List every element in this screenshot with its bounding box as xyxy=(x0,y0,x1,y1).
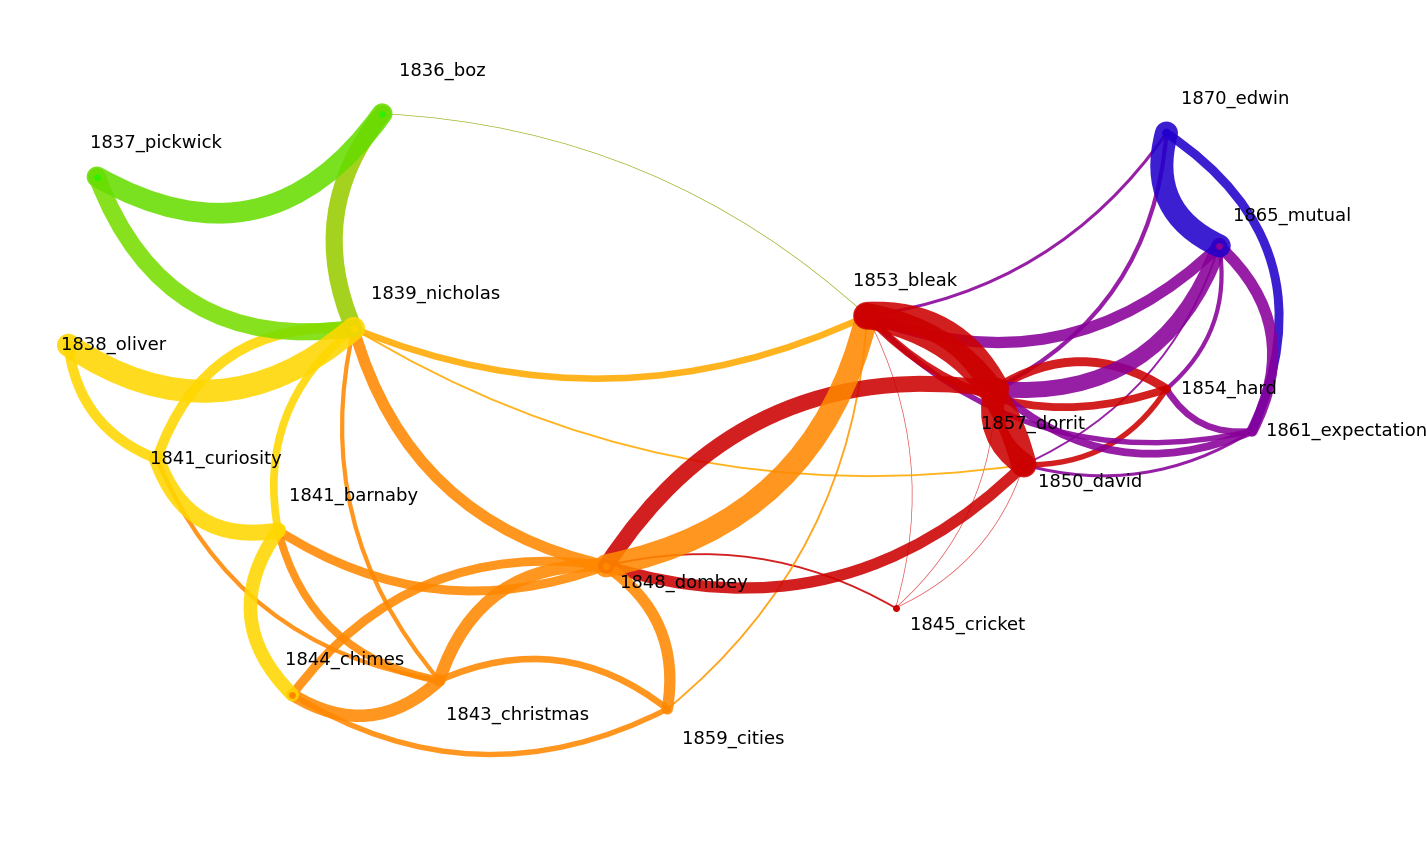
FancyArrowPatch shape xyxy=(292,695,667,754)
Text: 1843_christmas: 1843_christmas xyxy=(446,706,589,724)
FancyArrowPatch shape xyxy=(1162,133,1219,246)
FancyArrowPatch shape xyxy=(68,328,354,392)
Text: 1853_bleak: 1853_bleak xyxy=(853,272,957,290)
FancyArrowPatch shape xyxy=(68,345,157,459)
FancyArrowPatch shape xyxy=(292,561,606,695)
Text: 1845_cricket: 1845_cricket xyxy=(910,616,1025,634)
FancyArrowPatch shape xyxy=(896,465,1024,608)
FancyArrowPatch shape xyxy=(439,659,667,709)
FancyArrowPatch shape xyxy=(995,389,1252,454)
FancyArrowPatch shape xyxy=(354,316,867,379)
FancyArrowPatch shape xyxy=(867,133,1166,316)
FancyArrowPatch shape xyxy=(1166,389,1252,432)
Text: 1848_dombey: 1848_dombey xyxy=(620,573,749,592)
FancyArrowPatch shape xyxy=(606,316,867,566)
Text: 1841_barnaby: 1841_barnaby xyxy=(289,487,419,505)
Text: 1854_hard: 1854_hard xyxy=(1181,380,1276,398)
FancyArrowPatch shape xyxy=(157,459,439,680)
FancyArrowPatch shape xyxy=(606,465,1024,589)
FancyArrowPatch shape xyxy=(278,530,606,591)
FancyArrowPatch shape xyxy=(992,389,1024,465)
FancyArrowPatch shape xyxy=(354,328,1024,477)
FancyArrowPatch shape xyxy=(274,328,354,530)
Text: 1870_edwin: 1870_edwin xyxy=(1181,89,1289,108)
Text: 1850_david: 1850_david xyxy=(1038,472,1142,491)
FancyArrowPatch shape xyxy=(896,389,995,608)
FancyArrowPatch shape xyxy=(867,246,1219,343)
FancyArrowPatch shape xyxy=(97,114,382,213)
FancyArrowPatch shape xyxy=(1024,246,1219,465)
FancyArrowPatch shape xyxy=(439,566,606,680)
FancyArrowPatch shape xyxy=(1024,431,1252,476)
Text: 1857_dorrit: 1857_dorrit xyxy=(981,414,1085,433)
FancyArrowPatch shape xyxy=(354,328,606,566)
FancyArrowPatch shape xyxy=(334,114,382,328)
FancyArrowPatch shape xyxy=(667,316,867,709)
Text: 1859_cities: 1859_cities xyxy=(682,730,784,749)
FancyArrowPatch shape xyxy=(382,114,867,316)
FancyArrowPatch shape xyxy=(995,361,1166,389)
FancyArrowPatch shape xyxy=(867,316,1024,465)
FancyArrowPatch shape xyxy=(1024,389,1166,465)
FancyArrowPatch shape xyxy=(1219,246,1273,431)
FancyArrowPatch shape xyxy=(157,459,278,533)
Text: 1841_curiosity: 1841_curiosity xyxy=(150,450,281,468)
FancyArrowPatch shape xyxy=(251,530,292,695)
Text: 1844_chimes: 1844_chimes xyxy=(285,651,405,669)
FancyArrowPatch shape xyxy=(867,316,995,389)
Text: 1865_mutual: 1865_mutual xyxy=(1233,206,1352,225)
FancyArrowPatch shape xyxy=(342,328,439,680)
FancyArrowPatch shape xyxy=(995,246,1219,390)
FancyArrowPatch shape xyxy=(867,316,913,608)
Text: 1836_boz: 1836_boz xyxy=(399,61,486,80)
Text: 1839_nicholas: 1839_nicholas xyxy=(371,285,501,303)
FancyArrowPatch shape xyxy=(157,328,354,459)
FancyArrowPatch shape xyxy=(606,554,896,608)
FancyArrowPatch shape xyxy=(606,566,670,709)
FancyArrowPatch shape xyxy=(292,680,439,716)
FancyArrowPatch shape xyxy=(867,316,1252,443)
FancyArrowPatch shape xyxy=(1166,246,1222,389)
FancyArrowPatch shape xyxy=(606,384,995,566)
Text: 1838_oliver: 1838_oliver xyxy=(61,336,167,354)
Text: 1837_pickwick: 1837_pickwick xyxy=(90,133,221,152)
FancyArrowPatch shape xyxy=(867,316,1166,408)
FancyArrowPatch shape xyxy=(278,530,439,680)
FancyArrowPatch shape xyxy=(97,177,354,332)
FancyArrowPatch shape xyxy=(1166,133,1279,431)
Text: 1861_expectations: 1861_expectations xyxy=(1266,422,1426,440)
FancyArrowPatch shape xyxy=(995,133,1166,389)
